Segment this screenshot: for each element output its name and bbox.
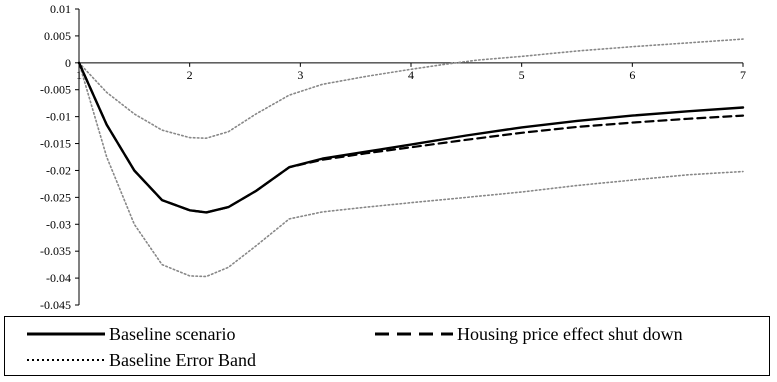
y-tick-label: -0.035: [40, 244, 71, 258]
x-tick-label: 6: [629, 68, 635, 82]
x-tick-label: 4: [408, 68, 414, 82]
y-tick-label: -0.045: [40, 298, 71, 312]
y-tick-label: -0.005: [40, 83, 71, 97]
legend: Baseline scenario Housing price effect s…: [4, 316, 770, 376]
y-tick-label: -0.04: [46, 271, 71, 285]
series-line-dashed-1: [77, 61, 745, 214]
y-tick-label: 0.005: [44, 29, 71, 43]
legend-swatch-dotted: [27, 359, 105, 361]
line-chart: 0.01 0.005 0 -0.005 -0.01 -0.015 -0.02 -0.025 -0…: [40, 2, 746, 312]
legend-item-band: Baseline Error Band: [27, 349, 256, 371]
x-tick-label: 3: [297, 68, 303, 82]
legend-item-shutdown: Housing price effect shut down: [375, 323, 683, 345]
series-line-dotted-2: [78, 38, 744, 139]
series-line-solid-0: [77, 61, 745, 214]
y-tick-label: -0.015: [40, 137, 71, 151]
legend-label-baseline: Baseline scenario: [109, 323, 236, 344]
series-line-dotted-3: [78, 61, 744, 278]
legend-swatch-solid: [27, 332, 105, 336]
y-tick-label: -0.03: [46, 217, 71, 231]
legend-item-baseline: Baseline scenario: [27, 323, 235, 345]
x-tick-label: 1: [76, 68, 82, 82]
y-tick-label: -0.025: [40, 190, 71, 204]
legend-label-shutdown: Housing price effect shut down: [457, 323, 683, 344]
legend-label-band: Baseline Error Band: [109, 349, 256, 370]
y-tick-label: 0.01: [50, 2, 71, 16]
y-tick-label: 0: [65, 56, 71, 70]
legend-swatch-dashed: [375, 332, 453, 336]
x-tick-label: 5: [519, 68, 525, 82]
x-tick-label: 7: [740, 68, 746, 82]
y-tick-label: -0.02: [46, 163, 71, 177]
x-tick-label: 2: [187, 68, 193, 82]
y-tick-label: -0.01: [46, 110, 71, 124]
